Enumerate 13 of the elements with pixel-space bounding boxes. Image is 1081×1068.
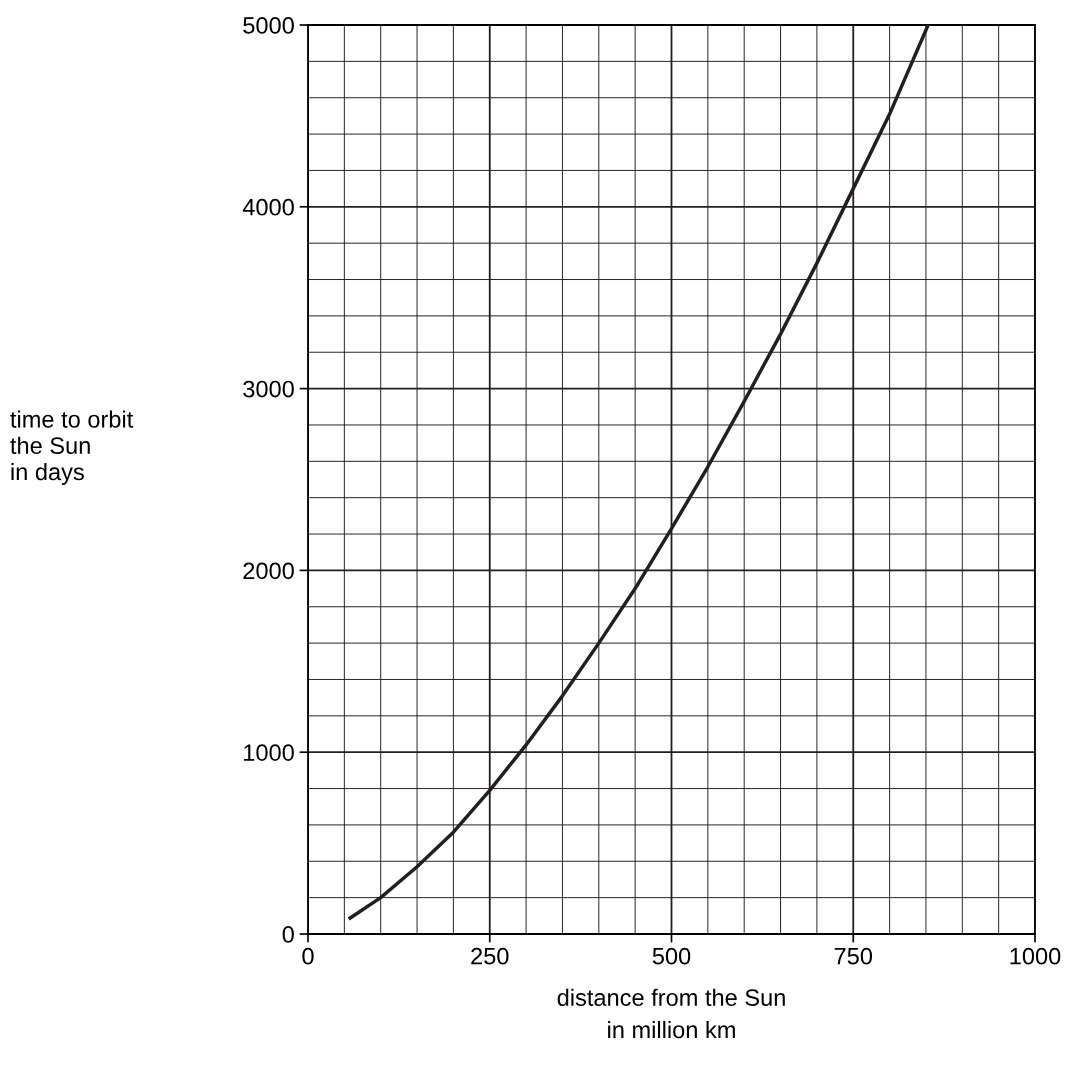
x-tick-label: 500 [652,947,691,965]
x-axis-title: distance from the Sun in million km [557,988,785,1039]
y-tick-label: 5000 [243,17,294,34]
y-tick-label: 0 [282,926,294,943]
x-tick-label: 750 [834,947,873,965]
y-tick-label: 4000 [242,198,294,216]
y-tick-label: 2000 [243,562,294,580]
x-tick-label: 1000 [1010,947,1061,965]
x-tick-label: 0 [302,947,314,965]
x-tick-label: 250 [471,947,509,965]
y-tick-label: 3000 [243,380,294,398]
y-axis-title: time to orbit the Sun in days [10,410,134,485]
y-tick-label: 1000 [244,744,294,761]
